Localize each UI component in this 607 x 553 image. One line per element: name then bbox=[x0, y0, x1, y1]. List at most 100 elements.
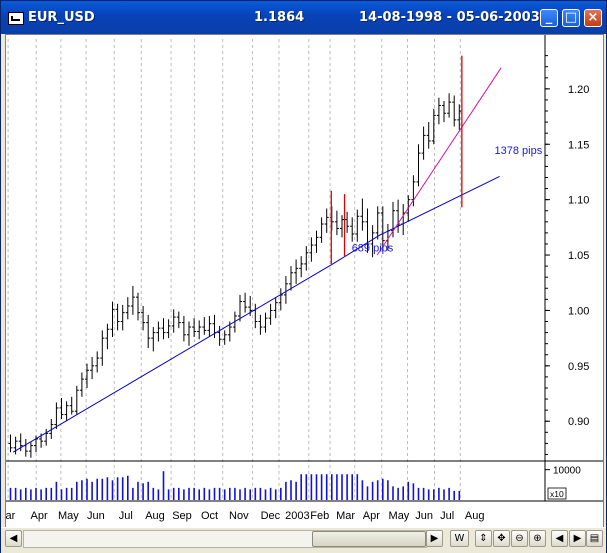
scroll-left-button[interactable]: ◀ bbox=[5, 530, 22, 547]
price-tick-label: 1.20 bbox=[568, 84, 589, 96]
ohlc-bar bbox=[442, 101, 446, 123]
month-tick-label: Oct bbox=[201, 510, 218, 522]
ohlc-bar bbox=[380, 206, 385, 251]
ohlc-bar bbox=[136, 292, 140, 321]
ohlc-bar bbox=[13, 436, 18, 455]
ohlc-bar bbox=[166, 319, 171, 339]
month-tick-label: Apr bbox=[363, 510, 380, 522]
scroll-right-button[interactable]: ▶ bbox=[426, 530, 443, 547]
ohlc-bar bbox=[100, 330, 105, 366]
price-tick-label: 1.05 bbox=[568, 250, 589, 262]
ohlc-bar bbox=[365, 208, 370, 253]
month-tick-label: Aug bbox=[145, 510, 165, 522]
chart-canvas: 689 pips 1378 pips 0.90 0.95 1.00 1.05 1.10 1.… bbox=[5, 35, 603, 526]
ohlc-bar bbox=[125, 297, 130, 320]
zoom-in-icon[interactable]: ⊕ bbox=[529, 530, 546, 547]
scroll-forward-icon[interactable]: ▶ bbox=[569, 530, 586, 547]
ohlc-bar bbox=[345, 211, 350, 233]
month-tick-label: May bbox=[58, 510, 79, 522]
ohlc-bar bbox=[289, 266, 293, 291]
price-tick-label: 1.00 bbox=[568, 305, 589, 317]
ohlc-bar bbox=[59, 397, 64, 420]
ohlc-bar bbox=[110, 301, 115, 338]
ohlc-bar bbox=[324, 208, 329, 233]
month-tick-label: 2003 bbox=[285, 510, 309, 522]
ohlc-bar bbox=[171, 309, 176, 333]
ohlc-bar bbox=[176, 311, 181, 329]
chart-area: 689 pips 1378 pips 0.90 0.95 1.00 1.05 1.10 1.… bbox=[5, 34, 604, 549]
horizontal-scrollbar[interactable] bbox=[23, 530, 427, 548]
scrollbar-thumb[interactable] bbox=[312, 531, 426, 547]
month-tick-label: Nov bbox=[229, 510, 249, 522]
ohlc-bar bbox=[115, 303, 120, 331]
ohlc-bar bbox=[273, 297, 278, 319]
ohlc-bar bbox=[319, 217, 324, 243]
ohlc-bar bbox=[294, 259, 299, 284]
ohlc-bar bbox=[375, 206, 380, 240]
month-tick-label: Sep bbox=[172, 510, 192, 522]
month-tick-label: Dec bbox=[261, 510, 281, 522]
maximize-button[interactable]: □ bbox=[562, 9, 580, 27]
ohlc-bar bbox=[79, 372, 84, 397]
close-button[interactable]: × bbox=[584, 9, 602, 27]
steep-trendline bbox=[376, 67, 502, 256]
ohlc-bar bbox=[370, 225, 375, 258]
ohlc-bar bbox=[299, 256, 304, 278]
ohlc-bar bbox=[156, 321, 161, 342]
month-tick-label: Feb bbox=[310, 510, 329, 522]
move-crosshair-icon[interactable]: ✥ bbox=[493, 530, 510, 547]
ohlc-bar bbox=[54, 402, 59, 429]
price-tick-label: 0.90 bbox=[568, 416, 589, 428]
ohlc-bar bbox=[120, 304, 125, 331]
ohlc-bar bbox=[8, 434, 13, 453]
ohlc-bar bbox=[181, 315, 186, 342]
month-tick-label: Jul bbox=[440, 510, 454, 522]
ohlc-bar bbox=[416, 144, 421, 187]
ohlc-bar bbox=[95, 351, 100, 373]
minimize-button[interactable]: _ bbox=[540, 9, 558, 27]
month-tick-label: Jun bbox=[87, 510, 105, 522]
ohlc-bar bbox=[309, 237, 314, 262]
period-button[interactable]: W bbox=[450, 530, 469, 547]
ohlc-bar bbox=[355, 209, 360, 242]
ohlc-bar bbox=[263, 312, 268, 333]
month-tick-label: Jun bbox=[415, 510, 433, 522]
symbol-title: EUR_USD bbox=[28, 10, 95, 25]
ohlc-bar bbox=[105, 323, 110, 350]
ohlc-bar bbox=[314, 230, 319, 253]
window-menu-icon[interactable]: ▤ bbox=[586, 530, 603, 547]
month-tick-label: Jul bbox=[119, 510, 133, 522]
last-price: 1.1864 bbox=[254, 10, 305, 25]
ohlc-bar bbox=[85, 363, 89, 388]
volume-tick-label: 10000 bbox=[553, 466, 581, 477]
ohlc-bar bbox=[217, 325, 222, 346]
price-tick-label: 0.95 bbox=[568, 361, 589, 373]
month-tick-label: Aug bbox=[465, 510, 485, 522]
ohlc-bar bbox=[202, 317, 207, 335]
ohlc-bar bbox=[431, 108, 436, 145]
title-bar[interactable]: EUR_USD 1.1864 14-08-1998 - 05-06-2003 _… bbox=[1, 1, 606, 34]
ohlc-bar bbox=[207, 315, 212, 338]
ohlc-bar bbox=[64, 401, 69, 422]
ohlc-bar bbox=[28, 442, 33, 458]
ohlc-bar bbox=[278, 288, 283, 311]
ohlc-bar bbox=[304, 246, 309, 271]
chart-app-icon bbox=[8, 12, 24, 25]
ohlc-bar bbox=[74, 385, 79, 415]
zoom-out-icon[interactable]: ⊖ bbox=[511, 530, 528, 547]
ohlc-bar bbox=[268, 303, 273, 325]
volume-scale-box bbox=[547, 487, 567, 500]
scroll-back-icon[interactable]: ◀ bbox=[551, 530, 568, 547]
vertical-scale-icon[interactable]: ⇕ bbox=[475, 530, 492, 547]
pips-annotation: 1378 pips bbox=[495, 145, 543, 157]
volume-scale-label: x10 bbox=[550, 489, 564, 499]
ohlc-bar bbox=[90, 356, 95, 380]
ohlc-bar bbox=[130, 286, 135, 315]
price-tick-label: 1.10 bbox=[568, 195, 589, 207]
ohlc-bar bbox=[452, 95, 457, 127]
ohlc-bar bbox=[340, 215, 344, 238]
ohlc-bar bbox=[396, 199, 401, 233]
ohlc-bar bbox=[197, 320, 202, 340]
price-tick-label: 1.15 bbox=[568, 139, 589, 151]
